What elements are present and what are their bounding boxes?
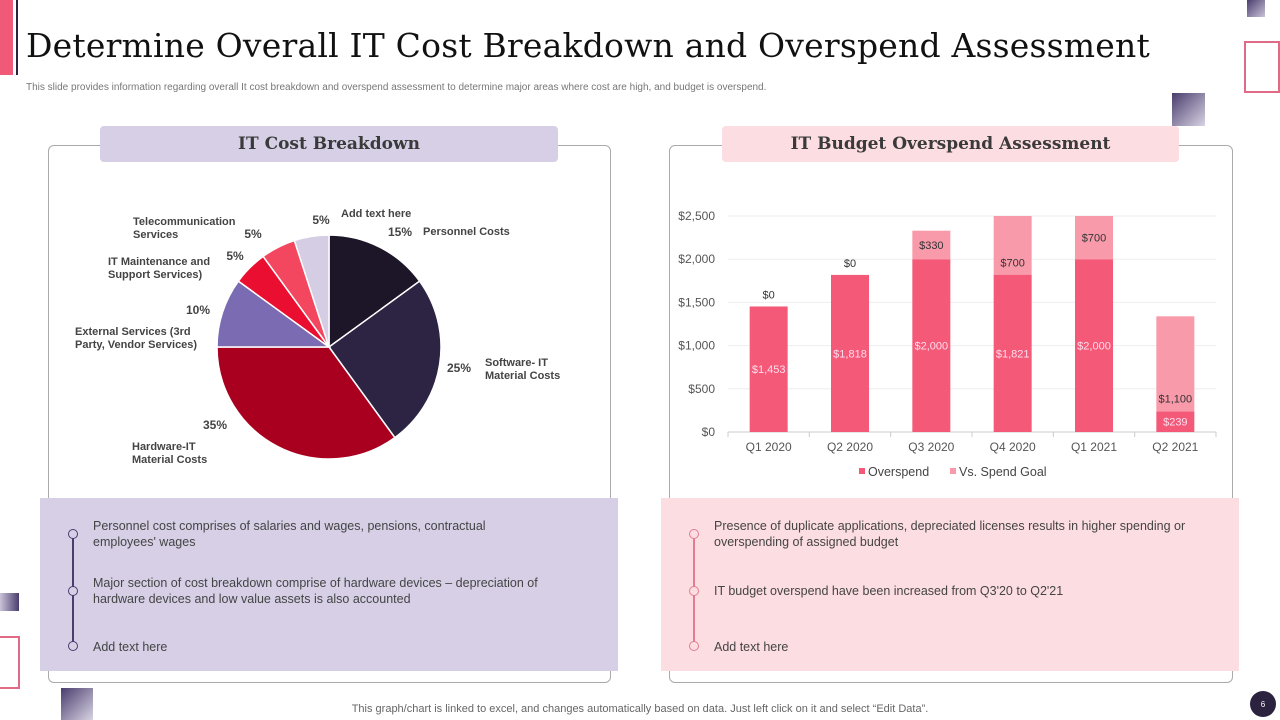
pie-pct-label: 5% bbox=[312, 213, 330, 227]
page-number: 6 bbox=[1250, 691, 1276, 717]
pie-slice[interactable] bbox=[328, 234, 421, 349]
bar-data-label: $1,818 bbox=[833, 348, 867, 360]
pie-category-label: External Services (3rd Party, Vendor Serv… bbox=[75, 326, 197, 351]
pie-slice[interactable] bbox=[216, 346, 396, 460]
bar-overspend[interactable] bbox=[1075, 259, 1113, 432]
page-subtitle: This slide provides information regardin… bbox=[26, 82, 767, 93]
bar-spend-goal[interactable] bbox=[1075, 216, 1113, 260]
y-tick-label: $1,000 bbox=[678, 339, 715, 353]
bar-overspend[interactable] bbox=[749, 306, 788, 432]
bar-data-label: $1,100 bbox=[1159, 393, 1193, 405]
overspend-notes-box bbox=[661, 498, 1239, 671]
bar-data-label: $330 bbox=[919, 240, 943, 252]
bar-spend-goal[interactable] bbox=[993, 216, 1032, 275]
bar-data-label: $700 bbox=[1082, 233, 1106, 245]
bar-overspend[interactable] bbox=[912, 259, 951, 432]
overspend-header: IT Budget Overspend Assessment bbox=[722, 126, 1179, 162]
pie-pct-label: 25% bbox=[447, 361, 471, 375]
deco-outline bbox=[0, 636, 20, 689]
legend-label: Overspend bbox=[868, 465, 929, 479]
legend-label: Vs. Spend Goal bbox=[959, 465, 1047, 479]
deco-square bbox=[61, 688, 93, 720]
pie-category-label: Add text here bbox=[341, 208, 411, 220]
bar-spend-goal[interactable] bbox=[1156, 316, 1195, 412]
pie-slice[interactable] bbox=[327, 280, 442, 439]
y-tick-label: $1,500 bbox=[678, 295, 715, 309]
bar-data-label: $2,000 bbox=[1077, 341, 1111, 353]
cost-note: Major section of cost breakdown comprise… bbox=[93, 576, 538, 606]
bar-spend-goal[interactable] bbox=[912, 230, 951, 260]
footer-note: This graph/chart is linked to excel, and… bbox=[351, 703, 929, 715]
bar-overspend[interactable] bbox=[831, 274, 869, 432]
bar-data-label: $1,453 bbox=[752, 364, 786, 376]
pie-category-label: Hardware-IT Material Costs bbox=[132, 441, 207, 466]
bar-overspend[interactable] bbox=[1156, 411, 1195, 432]
bar-overspend[interactable] bbox=[993, 274, 1032, 432]
bar-data-label: $700 bbox=[1000, 258, 1024, 270]
bar-data-label: $0 bbox=[844, 258, 856, 270]
pie-pct-label: 10% bbox=[186, 303, 210, 317]
deco-square bbox=[1172, 93, 1205, 126]
bar-data-label: $0 bbox=[763, 289, 775, 301]
overspend-note: Add text here bbox=[714, 640, 789, 654]
pie-pct-label: 5% bbox=[226, 249, 244, 263]
x-tick-label: Q4 2020 bbox=[990, 440, 1036, 454]
timeline-dot bbox=[689, 529, 699, 539]
pie-category-label: IT Maintenance and Support Services) bbox=[108, 256, 210, 281]
cost-note: Add text here bbox=[93, 640, 168, 654]
accent-bar bbox=[0, 0, 13, 75]
y-tick-label: $2,500 bbox=[678, 209, 715, 223]
x-tick-label: Q1 2021 bbox=[1071, 440, 1117, 454]
timeline-dot bbox=[689, 641, 699, 651]
x-tick-label: Q1 2020 bbox=[746, 440, 792, 454]
cost-note: Personnel cost comprises of salaries and… bbox=[93, 519, 486, 549]
accent-line bbox=[16, 0, 18, 75]
pie-pct-label: 15% bbox=[388, 225, 412, 239]
overspend-note: IT budget overspend have been increased … bbox=[714, 584, 1064, 598]
timeline-dot bbox=[68, 586, 78, 596]
cost-notes-box bbox=[40, 498, 618, 671]
pie-category-label: Telecommunication Services bbox=[133, 216, 236, 241]
pie-category-label: Personnel Costs bbox=[423, 226, 510, 238]
page-title: Determine Overall IT Cost Breakdown and … bbox=[26, 26, 1150, 65]
cost-breakdown-header: IT Cost Breakdown bbox=[100, 126, 558, 162]
timeline-dot bbox=[68, 529, 78, 539]
timeline-dot bbox=[68, 641, 78, 651]
bar-data-label: $2,000 bbox=[915, 341, 949, 353]
bar-data-label: $1,821 bbox=[996, 348, 1030, 360]
y-tick-label: $0 bbox=[702, 425, 716, 439]
pie-pct-label: 5% bbox=[244, 227, 262, 241]
pie-pct-label: 35% bbox=[203, 418, 227, 432]
x-tick-label: Q2 2020 bbox=[827, 440, 873, 454]
deco-square bbox=[1247, 0, 1265, 17]
y-tick-label: $500 bbox=[688, 382, 715, 396]
pie-category-label: Software- IT Material Costs bbox=[485, 357, 560, 382]
x-tick-label: Q3 2020 bbox=[908, 440, 954, 454]
legend-swatch bbox=[950, 468, 956, 474]
overspend-bar-chart[interactable]: $0 $500 $1,000 $1,500 $2,000 $2,500 $1,453 $0 Q1… bbox=[669, 200, 1233, 490]
overspend-note: Presence of duplicate applications, depr… bbox=[714, 519, 1186, 549]
deco-outline bbox=[1244, 41, 1280, 93]
timeline-dot bbox=[689, 586, 699, 596]
bar-data-label: $239 bbox=[1163, 417, 1187, 429]
legend-swatch bbox=[859, 468, 865, 474]
pie-slice[interactable] bbox=[293, 234, 330, 348]
x-tick-label: Q2 2021 bbox=[1152, 440, 1198, 454]
cost-breakdown-pie-chart[interactable]: 15% Personnel Costs 25% Software- IT Materia… bbox=[48, 180, 611, 490]
y-tick-label: $2,000 bbox=[678, 252, 715, 266]
deco-square bbox=[0, 593, 19, 611]
